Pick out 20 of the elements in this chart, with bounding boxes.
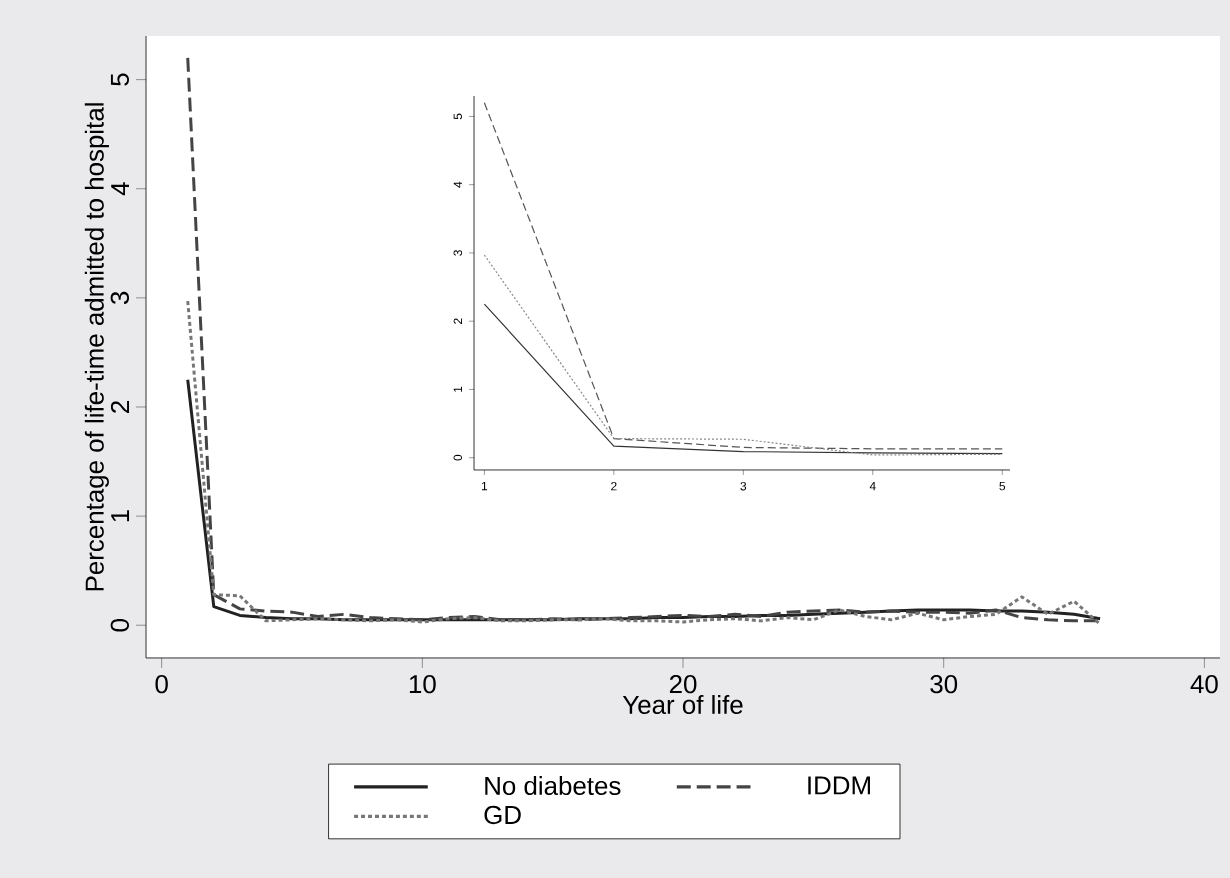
line-series (483, 254, 1003, 456)
y-tick-label: 3 (110, 291, 130, 305)
line-series (483, 303, 1003, 455)
y-tick-label: 0 (110, 619, 130, 632)
x-tick-label: 10 (409, 674, 436, 694)
y-tick-label: 5 (110, 73, 130, 86)
y-tick-label: 2 (110, 401, 130, 413)
x-tick-label: 20 (669, 674, 697, 694)
line-series (483, 102, 1003, 450)
x-tick-label: 0 (155, 674, 168, 694)
legend-label: IDDM (808, 776, 870, 795)
line-series (186, 299, 1102, 626)
x-tick-label: 40 (1190, 674, 1218, 694)
legend-label: GD (484, 805, 521, 825)
x-axis-title: Year of life (622, 695, 743, 715)
x-tick-label: 30 (930, 674, 958, 694)
y-tick-label: 4 (111, 182, 130, 196)
y-tick-label: 1 (111, 510, 130, 522)
y-axis-title: Percentage of life-time admitted to hospital (84, 103, 109, 591)
legend-label: No diabetes (485, 776, 621, 796)
